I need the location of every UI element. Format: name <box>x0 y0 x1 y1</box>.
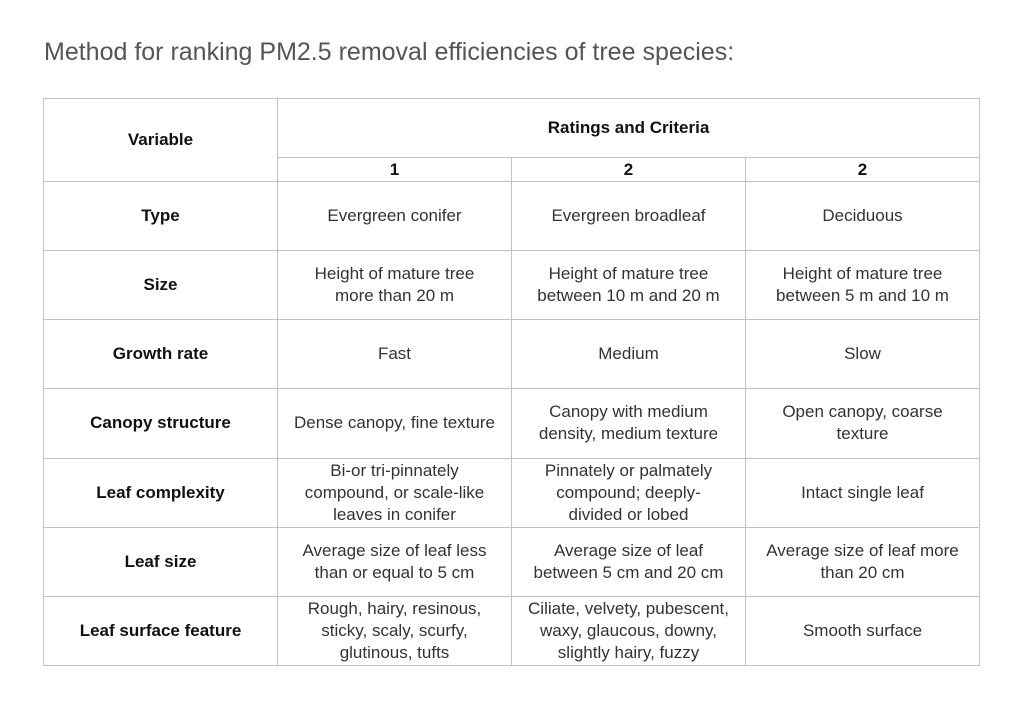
criteria-line: between 10 m and 20 m <box>537 286 720 306</box>
criteria-cell: Height of mature tree between 10 m and 20… <box>511 250 746 321</box>
row-variable: Type <box>43 180 278 252</box>
criteria-line: between 5 m and 10 m <box>776 286 949 306</box>
criteria-line: leaves in conifer <box>333 504 456 524</box>
criteria-line: Evergreen broadleaf <box>551 206 706 226</box>
criteria-line: waxy, glaucous, downy, <box>539 620 717 640</box>
criteria-line: Smooth surface <box>802 620 923 640</box>
header-ratings: Ratings and Criteria <box>276 98 981 158</box>
table-row: Type Evergreen conifer Evergreen broadleaf… <box>43 180 981 252</box>
header-rating-col: 1 <box>277 157 512 182</box>
criteria-line: more than 20 m <box>334 286 455 306</box>
table-row: Leaf complexity Bi-or tri-pinnately compou… <box>43 457 981 528</box>
row-variable: Leaf surface feature <box>43 595 278 667</box>
criteria-cell: Average size of leaf more than 20 cm <box>744 526 981 597</box>
criteria-cell: Fast <box>277 319 512 390</box>
criteria-line: Average size of leaf <box>554 540 703 560</box>
criteria-cell: Slow <box>744 319 981 390</box>
criteria-cell: Average size of leaf less than or equal t… <box>277 526 512 597</box>
criteria-line: glutinous, tufts <box>339 642 450 662</box>
criteria-cell: Ciliate, velvety, pubescent, waxy, glauco… <box>511 595 746 667</box>
criteria-line: than 20 cm <box>820 562 905 582</box>
criteria-line: Deciduous <box>822 206 903 226</box>
criteria-cell: Average size of leaf between 5 cm and 20 … <box>511 526 746 597</box>
criteria-line: slightly hairy, fuzzy <box>557 642 700 662</box>
criteria-line: Slow <box>844 344 881 364</box>
row-variable: Leaf complexity <box>43 457 278 528</box>
header-rating-col: 2 <box>511 157 746 182</box>
criteria-line: Average size of leaf less <box>302 540 487 560</box>
row-variable: Size <box>43 250 278 321</box>
ranking-table: Variable Ratings and Criteria 1 2 2 Type… <box>43 98 981 667</box>
row-variable: Leaf size <box>43 526 278 597</box>
criteria-cell: Intact single leaf <box>744 457 981 528</box>
criteria-line: Pinnately or palmately <box>544 460 713 480</box>
table-body: Type Evergreen conifer Evergreen broadleaf… <box>43 180 981 667</box>
criteria-line: Evergreen conifer <box>327 206 462 226</box>
row-variable: Canopy structure <box>43 388 278 459</box>
criteria-line: Intact single leaf <box>801 482 924 502</box>
criteria-line: Open canopy, coarse <box>782 402 943 422</box>
criteria-cell: Bi-or tri-pinnately compound, or scale-li… <box>277 457 512 528</box>
criteria-line: Height of mature tree <box>548 264 709 284</box>
criteria-cell: Evergreen broadleaf <box>511 180 746 252</box>
criteria-cell: Pinnately or palmately compound; deeply-d… <box>511 457 746 528</box>
criteria-line: compound, or scale-like <box>304 482 485 502</box>
page-title: Method for ranking PM2.5 removal efficie… <box>44 38 735 66</box>
table-row: Leaf size Average size of leaf less than o… <box>43 526 981 597</box>
table-row: Canopy structure Dense canopy, fine textu… <box>43 388 981 459</box>
criteria-line: between 5 cm and 20 cm <box>533 562 724 582</box>
criteria-cell: Dense canopy, fine texture <box>277 388 512 459</box>
criteria-line: texture <box>836 424 889 444</box>
criteria-line: density, medium texture <box>538 424 719 444</box>
criteria-line: Height of mature tree <box>782 264 943 284</box>
criteria-cell: Deciduous <box>744 180 981 252</box>
criteria-line: Dense canopy, fine texture <box>294 413 495 433</box>
header-rating-col: 2 <box>744 157 981 182</box>
criteria-line: Bi-or tri-pinnately <box>330 460 459 480</box>
criteria-cell: Height of mature tree more than 20 m <box>277 250 512 321</box>
criteria-line: Fast <box>377 344 412 364</box>
criteria-line: Rough, hairy, resinous, <box>307 598 482 618</box>
criteria-line: Height of mature tree <box>314 264 475 284</box>
criteria-line: Medium <box>598 344 659 364</box>
table-row: Growth rate Fast Medium Slow <box>43 319 981 390</box>
row-variable: Growth rate <box>43 319 278 390</box>
criteria-line: sticky, scaly, scurfy, <box>321 620 468 640</box>
criteria-line: Ciliate, velvety, pubescent, <box>528 598 729 618</box>
criteria-cell: Open canopy, coarse texture <box>744 388 981 459</box>
criteria-line: than or equal to 5 cm <box>314 562 475 582</box>
header-variable: Variable <box>43 98 278 182</box>
criteria-cell: Rough, hairy, resinous, sticky, scaly, sc… <box>277 595 512 667</box>
criteria-cell: Smooth surface <box>744 595 981 667</box>
criteria-cell: Canopy with medium density, medium textur… <box>511 388 746 459</box>
criteria-line: Canopy with medium <box>549 402 708 422</box>
criteria-cell: Medium <box>511 319 746 390</box>
criteria-line: divided or lobed <box>568 504 689 524</box>
criteria-cell: Height of mature tree between 5 m and 10 … <box>744 250 981 321</box>
criteria-line: compound; deeply- <box>556 482 701 502</box>
criteria-cell: Evergreen conifer <box>277 180 512 252</box>
criteria-line: Average size of leaf more <box>766 540 959 560</box>
table-row: Leaf surface feature Rough, hairy, resino… <box>43 595 981 667</box>
